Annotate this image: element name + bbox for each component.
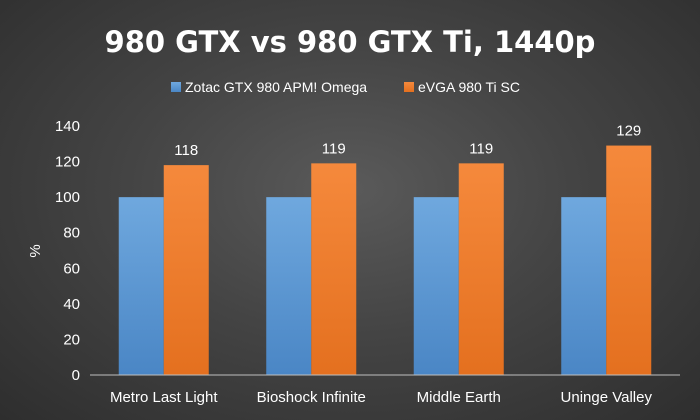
bar-series-2 <box>458 163 504 375</box>
y-axis-ticks: 0 20 40 60 80 100 120 140 <box>55 118 80 384</box>
bar-series-2 <box>163 165 209 375</box>
data-label: 119 <box>469 140 493 157</box>
legend-swatch-series-2 <box>404 82 414 92</box>
bar-series-1 <box>413 197 459 375</box>
category-label: Metro Last Light <box>110 389 218 406</box>
y-tick-label: 60 <box>63 260 80 277</box>
bar-series-1 <box>118 197 164 375</box>
y-tick-label: 0 <box>72 367 80 384</box>
y-tick-label: 80 <box>63 225 80 242</box>
bars <box>118 145 652 375</box>
legend-label-series-1: Zotac GTX 980 APM! Omega <box>185 79 367 95</box>
chart-title: 980 GTX vs 980 GTX Ti, 1440p <box>105 25 596 59</box>
bar-series-1 <box>561 197 607 375</box>
y-tick-label: 140 <box>55 118 80 135</box>
legend: Zotac GTX 980 APM! Omega eVGA 980 Ti SC <box>171 79 520 95</box>
legend-swatch-series-1 <box>171 82 181 92</box>
bar-series-2 <box>606 145 652 375</box>
y-tick-label: 20 <box>63 331 80 348</box>
data-label: 119 <box>322 140 346 157</box>
category-label: Uninge Valley <box>561 389 653 406</box>
data-labels: 118 119 119 129 <box>174 123 641 160</box>
y-tick-label: 40 <box>63 296 80 313</box>
legend-label-series-2: eVGA 980 Ti SC <box>418 79 520 95</box>
bar-series-1 <box>266 197 312 375</box>
category-label: Middle Earth <box>417 389 501 406</box>
bar-series-2 <box>311 163 357 375</box>
category-labels: Metro Last Light Bioshock Infinite Middle … <box>110 389 652 406</box>
data-label: 118 <box>174 142 198 159</box>
y-tick-label: 100 <box>55 189 80 206</box>
y-axis-label: % <box>27 244 44 257</box>
data-label: 129 <box>616 123 641 140</box>
category-label: Bioshock Infinite <box>257 389 366 406</box>
y-tick-label: 120 <box>55 154 80 171</box>
